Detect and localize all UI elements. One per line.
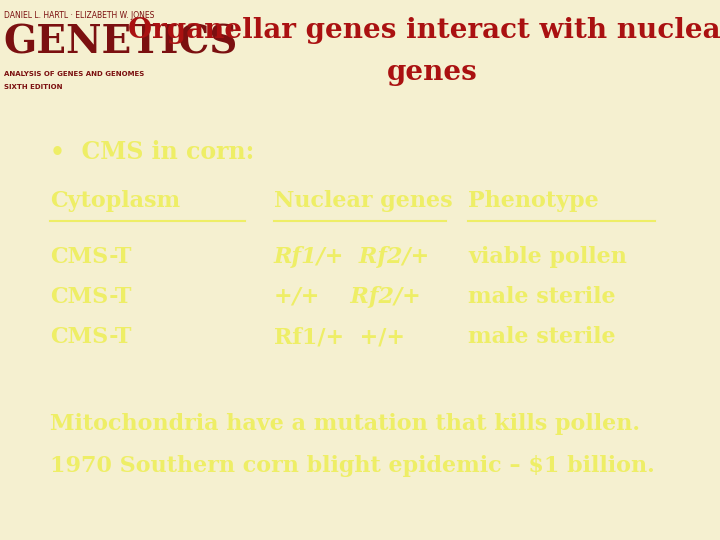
Text: DANIEL L. HARTL · ELIZABETH W. JONES: DANIEL L. HARTL · ELIZABETH W. JONES <box>4 11 154 21</box>
Text: +/+    Rf2/+: +/+ Rf2/+ <box>274 286 420 308</box>
Text: Mitochondria have a mutation that kills pollen.: Mitochondria have a mutation that kills … <box>50 413 640 435</box>
Text: genes: genes <box>387 58 477 85</box>
Text: Cytoplasm: Cytoplasm <box>50 191 181 212</box>
Text: Rf1/+  Rf2/+: Rf1/+ Rf2/+ <box>274 246 430 268</box>
Text: male sterile: male sterile <box>468 286 616 308</box>
Text: ANALYSIS OF GENES AND GENOMES: ANALYSIS OF GENES AND GENOMES <box>4 71 144 77</box>
Text: •  CMS in corn:: • CMS in corn: <box>50 140 255 164</box>
Text: Rf1/+  +/+: Rf1/+ +/+ <box>274 326 405 348</box>
Text: Phenotype: Phenotype <box>468 191 599 212</box>
Text: SIXTH EDITION: SIXTH EDITION <box>4 84 62 90</box>
Text: 1970 Southern corn blight epidemic – $1 billion.: 1970 Southern corn blight epidemic – $1 … <box>50 456 655 477</box>
Text: CMS-T: CMS-T <box>50 286 132 308</box>
Text: CMS-T: CMS-T <box>50 246 132 268</box>
Text: GENETICS: GENETICS <box>4 24 238 62</box>
Text: male sterile: male sterile <box>468 326 616 348</box>
Text: CMS-T: CMS-T <box>50 326 132 348</box>
Text: Nuclear genes: Nuclear genes <box>274 191 452 212</box>
Text: viable pollen: viable pollen <box>468 246 627 268</box>
Text: Organellar genes interact with nuclear: Organellar genes interact with nuclear <box>128 17 720 44</box>
